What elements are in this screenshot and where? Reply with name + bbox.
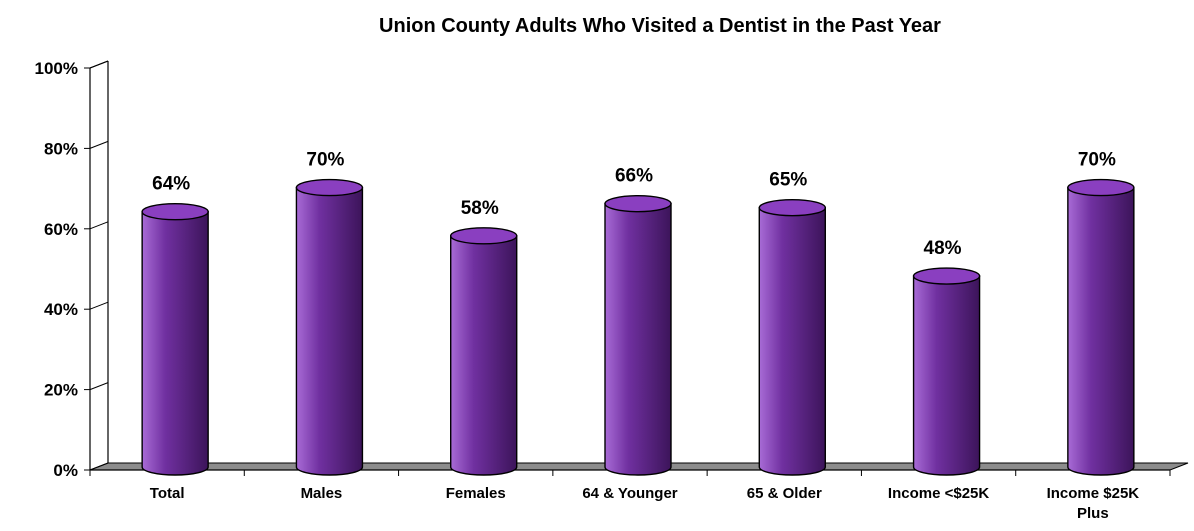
y-tick-label: 100%	[35, 59, 78, 78]
x-tick-label: 65 & Older	[747, 485, 822, 502]
x-tick-label: Income $25K	[1047, 485, 1140, 502]
bar-top-4	[758, 198, 826, 217]
bar-top-2	[450, 227, 518, 245]
bar-4	[758, 207, 826, 476]
x-tick-label: Males	[301, 485, 343, 502]
x-tick-label: 64 & Younger	[582, 485, 677, 502]
bar-1	[295, 186, 364, 476]
y-tick-label: 0%	[53, 461, 78, 480]
bar-top-6	[1067, 178, 1135, 197]
data-label: 70%	[306, 150, 344, 171]
y-tick-label: 40%	[44, 300, 78, 319]
data-label: 65%	[769, 170, 807, 191]
bar-0	[141, 211, 209, 476]
y-tick-diagonal	[89, 462, 109, 471]
y-tick-diagonal	[89, 140, 109, 149]
bar-top-1	[295, 178, 364, 197]
data-label: 70%	[1078, 150, 1116, 171]
x-tick-label: Income <$25K	[888, 485, 989, 502]
bar-5	[912, 275, 981, 476]
data-label: 66%	[615, 166, 653, 187]
bar-top-5	[912, 267, 981, 285]
y-tick-diagonal	[89, 301, 109, 310]
y-tick-label: 60%	[44, 220, 78, 239]
data-label: 58%	[461, 198, 499, 219]
bar-top-0	[141, 203, 209, 221]
y-tick-diagonal	[89, 60, 109, 69]
data-label: 48%	[924, 238, 962, 259]
x-tick-label: Plus	[1077, 505, 1109, 522]
chart-title: Union County Adults Who Visited a Dentis…	[379, 15, 941, 37]
bar-3	[604, 202, 672, 476]
plot-area: 0% 20% 40% 60% 80% 100% 64% Total 70% Males 58% Fem…	[35, 59, 1189, 522]
x-tick-label: Total	[150, 485, 185, 502]
y-tick-diagonal	[89, 382, 109, 391]
bar-top-3	[604, 194, 672, 213]
bar-6	[1067, 186, 1135, 476]
y-tick-label: 80%	[44, 139, 78, 158]
x-tick-label: Females	[446, 485, 506, 502]
bar-2	[450, 235, 518, 476]
y-tick-diagonal	[89, 221, 109, 230]
y-tick-label: 20%	[44, 381, 78, 400]
data-label: 64%	[152, 174, 190, 195]
